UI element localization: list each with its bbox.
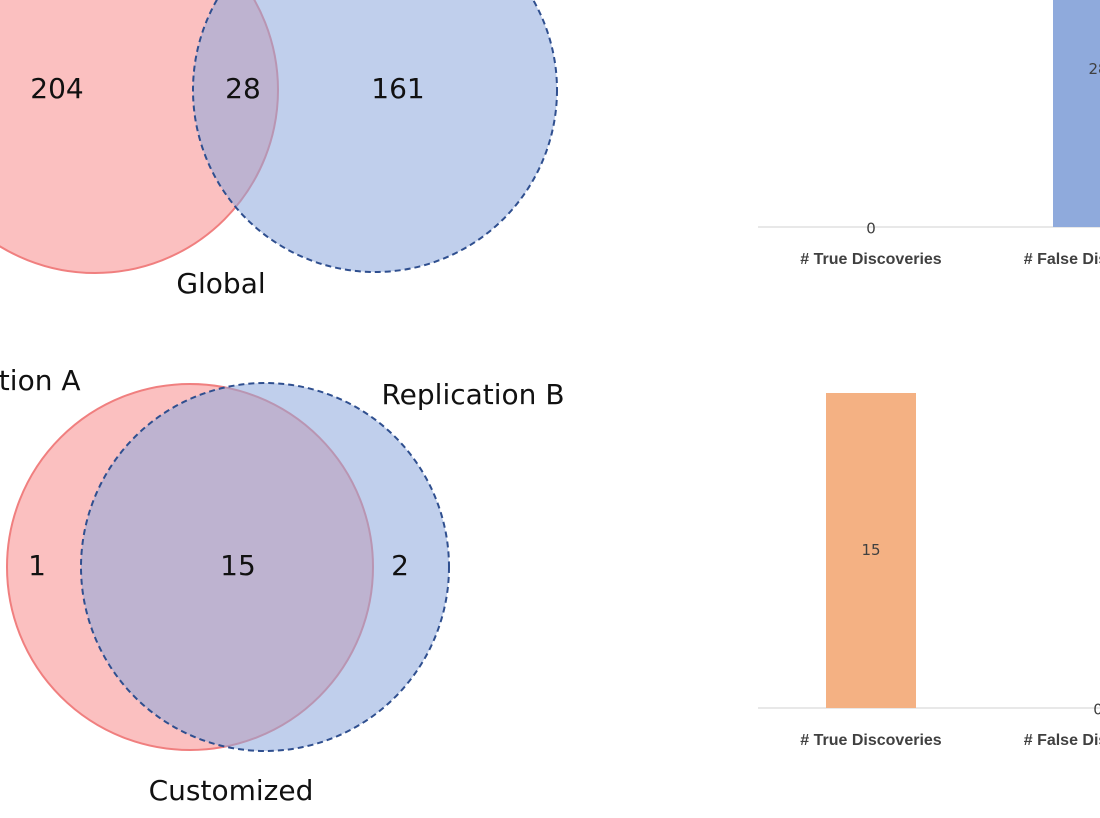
x-tick-label: # False Discoveries [1024,732,1100,749]
set-label: Replication A [0,364,81,397]
x-tick-label: # False Discoveries [1024,251,1100,268]
venn-caption: Customized [149,774,314,807]
value-label: 0 [866,220,876,238]
region-count: 1 [28,549,46,582]
bar [826,393,916,708]
value-label: 15 [861,541,880,559]
region-count: 28 [225,72,261,105]
x-tick-label: # True Discoveries [800,251,942,268]
set-b-circle [192,0,558,273]
x-tick-label: # True Discoveries [800,732,942,749]
region-count: 15 [220,549,256,582]
region-count: 2 [391,549,409,582]
bar [1053,0,1100,227]
region-count: 161 [371,72,424,105]
value-label: 0 [1093,701,1100,719]
venn-caption: Global [176,267,265,300]
set-label: Replication B [381,378,564,411]
region-count: 204 [30,72,83,105]
value-label: 28 [1088,60,1100,78]
set-b-circle [80,382,450,752]
